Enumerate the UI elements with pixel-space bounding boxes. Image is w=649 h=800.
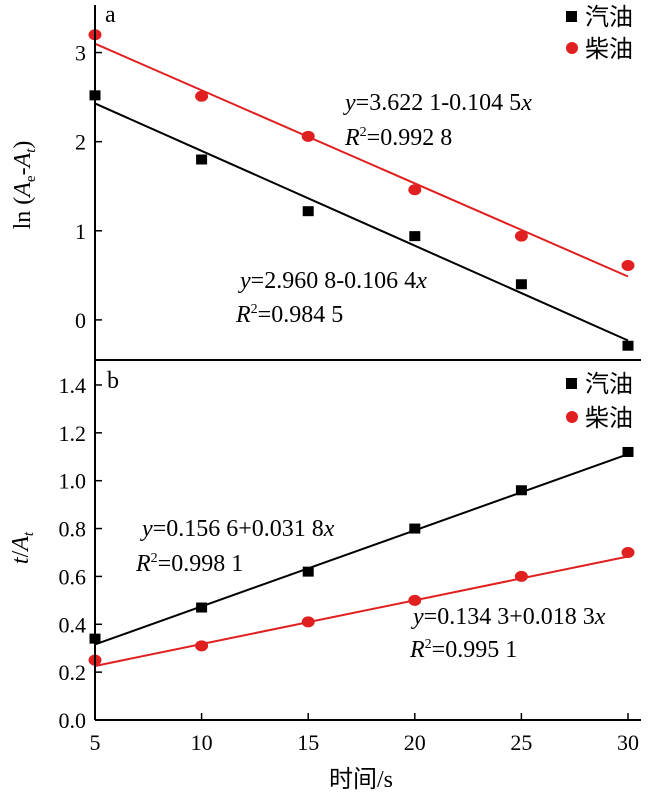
legend-diesel-marker	[566, 411, 578, 423]
panel-b-y-tick-label: 1.4	[59, 373, 87, 398]
panel-a-diesel-r2: R2=0.992 8	[344, 125, 452, 151]
panel-b-y-tick-label: 0.4	[59, 612, 87, 637]
x-tick-label: 30	[617, 730, 639, 755]
panel-a-y-tick-label: 1	[75, 219, 86, 244]
panel-b-point-diesel	[301, 616, 315, 628]
panel-a-point-diesel	[301, 130, 315, 142]
legend-gasoline-label: 汽油	[585, 370, 633, 398]
panel-a-point-diesel	[514, 230, 528, 242]
panel-b-fit-line-diesel	[94, 555, 629, 667]
panel-a-point-diesel	[195, 90, 209, 102]
legend-gasoline-marker	[566, 378, 577, 389]
panel-b-gasoline-r2: R2=0.998 1	[135, 551, 243, 577]
panel-a-legend: 汽油 柴油	[566, 3, 633, 63]
panel-b-point-gasoline	[515, 485, 527, 496]
panel-b-diesel-r2: R2=0.995 1	[409, 637, 517, 663]
panel-b-diesel-fit-equation: y=0.134 3+0.018 3x	[411, 604, 606, 630]
panel-b: b t/At 0.0 0.2 0.4 0.6 0.8 1.0 1.2 1.4 汽油 柴油 y=…	[8, 368, 635, 733]
panel-a-fit-line-diesel	[94, 42, 629, 278]
panel-b-y-tick-label: 0.6	[59, 564, 87, 589]
panel-b-data-points	[88, 446, 635, 666]
panel-a-point-diesel	[408, 184, 422, 196]
x-tick-label: 10	[191, 730, 213, 755]
panel-b-letter: b	[107, 368, 119, 394]
panel-a-diesel-fit-equation: y=3.622 1-0.104 5x	[343, 90, 532, 116]
panel-a-y-ticks: 0 1 2 3	[75, 41, 102, 333]
panel-a-y-tick-label: 2	[75, 130, 86, 155]
panel-b-y-axis-label: t/At	[8, 531, 37, 564]
panel-b-fit-lines	[94, 453, 629, 667]
panel-a-point-gasoline	[622, 340, 634, 351]
x-axis-label: 时间/s	[329, 766, 393, 793]
panel-b-point-gasoline	[622, 446, 634, 457]
panel-a-y-axis-label: ln (Ae-At)	[10, 141, 39, 230]
x-tick-label: 5	[90, 730, 101, 755]
panel-b-point-diesel	[621, 546, 635, 558]
panel-b-fit-line-gasoline	[94, 453, 629, 646]
panel-a-fit-lines	[94, 42, 629, 342]
panel-b-y-tick-label: 0.0	[59, 708, 87, 733]
x-tick-label: 20	[404, 730, 426, 755]
panel-a-gasoline-r2: R2=0.984 5	[235, 302, 343, 328]
panel-b-gasoline-fit-equation: y=0.156 6+0.031 8x	[140, 516, 335, 542]
panel-a-point-gasoline	[302, 206, 314, 217]
panel-a-point-gasoline	[409, 231, 421, 242]
x-axis-ticks: 5 10 15 20 25 30	[90, 713, 639, 755]
legend-diesel-label: 柴油	[585, 404, 633, 432]
legend-gasoline-marker	[566, 11, 577, 22]
x-tick-label: 25	[510, 730, 532, 755]
panel-a-y-tick-label: 3	[75, 41, 86, 66]
panel-b-point-gasoline	[196, 602, 208, 613]
x-tick-label: 15	[297, 730, 319, 755]
panel-b-y-ticks: 0.0 0.2 0.4 0.6 0.8 1.0 1.2 1.4	[59, 373, 102, 733]
panel-a-gasoline-fit-equation: y=2.960 8-0.106 4x	[238, 268, 427, 294]
panel-b-y-tick-label: 0.2	[59, 660, 87, 685]
panel-b-point-diesel	[408, 594, 422, 606]
panel-b-point-diesel	[195, 640, 209, 652]
panel-a-letter: a	[105, 2, 116, 28]
panel-b-y-tick-label: 1.2	[59, 421, 87, 446]
legend-diesel-label: 柴油	[585, 35, 633, 63]
legend-gasoline-label: 汽油	[585, 3, 633, 31]
panel-b-point-gasoline	[302, 566, 314, 577]
panel-a-fit-line-gasoline	[94, 102, 629, 342]
panel-a-point-diesel	[621, 260, 635, 272]
panel-a-y-tick-label: 0	[75, 308, 86, 333]
panel-a-point-gasoline	[515, 279, 527, 290]
panel-b-point-diesel	[514, 570, 528, 582]
panel-b-y-tick-label: 1.0	[59, 469, 87, 494]
plot-frame	[94, 5, 641, 721]
legend-diesel-marker	[566, 42, 578, 54]
panel-b-y-tick-label: 0.8	[59, 517, 87, 542]
panel-b-point-gasoline	[409, 523, 421, 534]
panel-b-legend: 汽油 柴油	[566, 370, 633, 432]
panel-a: a ln (Ae-At) 0 1 2 3 汽油 柴油 y=3.622 1-0.104 …	[10, 2, 635, 351]
panel-a-point-gasoline	[196, 154, 208, 165]
